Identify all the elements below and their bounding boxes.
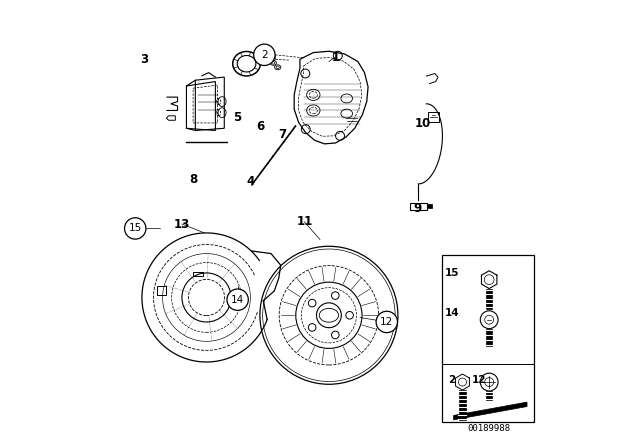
Text: 4: 4: [247, 175, 255, 188]
Text: 10: 10: [414, 117, 431, 130]
Text: 12: 12: [472, 375, 486, 385]
Bar: [486, 289, 492, 309]
Circle shape: [227, 289, 248, 310]
Bar: [157, 286, 166, 295]
Bar: [486, 329, 492, 346]
Text: 7: 7: [278, 129, 286, 142]
Text: 11: 11: [296, 215, 312, 228]
Text: 2: 2: [261, 50, 268, 60]
Text: 8: 8: [189, 173, 197, 186]
Circle shape: [125, 218, 146, 239]
Text: 14: 14: [445, 308, 460, 318]
Text: 3: 3: [140, 53, 148, 66]
Text: 5: 5: [234, 111, 242, 124]
Bar: [428, 204, 432, 208]
Text: 13: 13: [174, 217, 190, 231]
Bar: [428, 112, 439, 122]
Polygon shape: [454, 402, 527, 420]
Text: 6: 6: [256, 120, 264, 133]
Circle shape: [376, 311, 397, 332]
Text: 2: 2: [449, 375, 456, 385]
Text: 15: 15: [445, 268, 460, 278]
Bar: [486, 391, 492, 400]
Bar: [460, 390, 465, 420]
Text: 00189988: 00189988: [468, 424, 511, 433]
Text: 12: 12: [380, 317, 394, 327]
Bar: [442, 255, 534, 422]
Text: 1: 1: [332, 51, 340, 64]
Text: 15: 15: [129, 224, 142, 233]
Circle shape: [253, 44, 275, 65]
Text: 9: 9: [414, 202, 422, 215]
Bar: [410, 202, 428, 210]
Text: 14: 14: [231, 295, 244, 305]
